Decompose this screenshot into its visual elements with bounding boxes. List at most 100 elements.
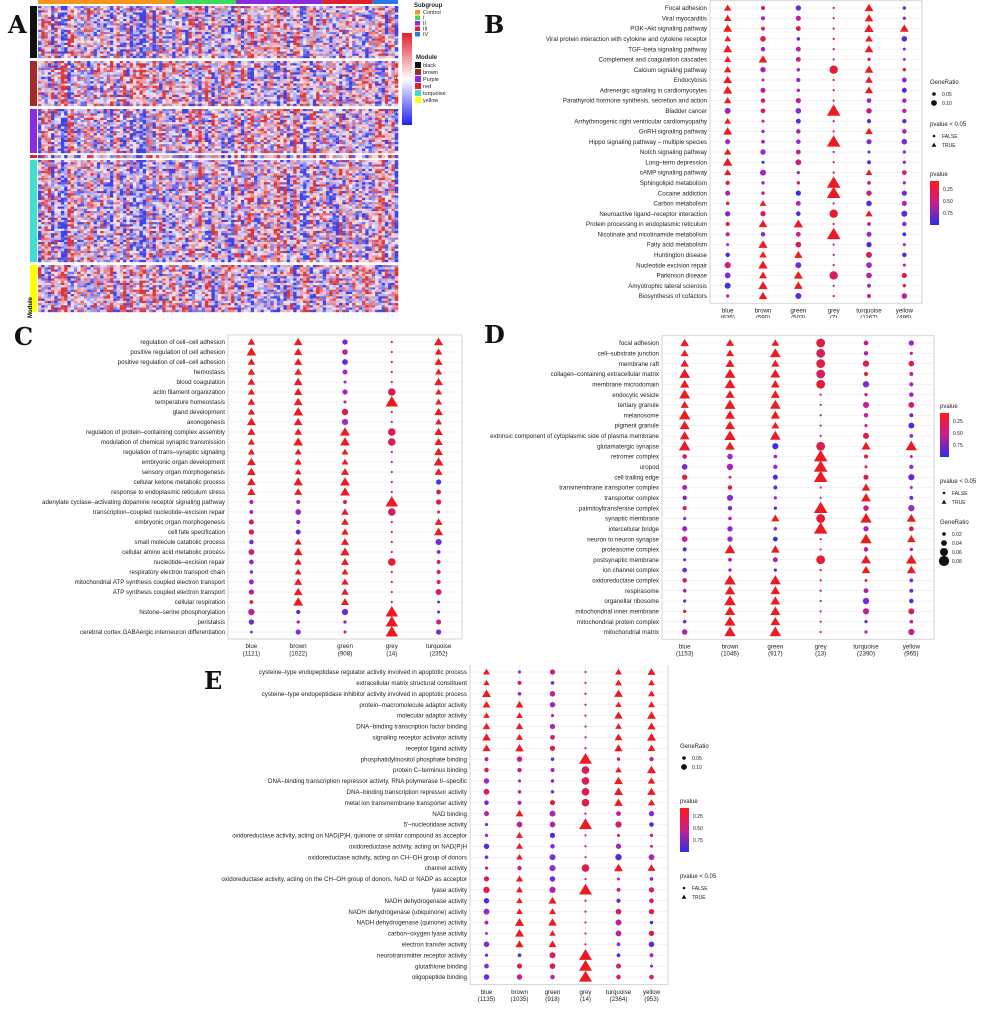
enrichment-dot-mark xyxy=(390,600,393,604)
term-label: GnRH signaling pathway xyxy=(639,129,708,136)
significant-triangle-mark xyxy=(293,337,303,346)
enrichment-dot-mark xyxy=(436,550,441,554)
term-label: focal adhesion xyxy=(619,340,659,347)
enrichment-dot-mark xyxy=(901,87,907,93)
enrichment-dot-mark xyxy=(902,160,906,164)
significant-triangle-mark xyxy=(723,44,733,53)
significant-triangle-mark xyxy=(293,437,304,446)
heatmap-color-scale xyxy=(402,33,412,125)
significant-triangle-mark xyxy=(516,712,523,718)
term-label: intercellular bridge xyxy=(608,526,659,533)
enrichment-dot-mark xyxy=(727,485,733,490)
legend-size-dot xyxy=(938,555,950,567)
legend-size-dot xyxy=(931,100,937,106)
enrichment-dot-mark xyxy=(483,788,490,795)
enrichment-dot-mark xyxy=(795,5,802,11)
enrichment-dot-mark xyxy=(681,474,688,480)
enrichment-dot-mark xyxy=(342,339,348,345)
significant-triangle-mark xyxy=(293,547,303,556)
significant-triangle-mark xyxy=(614,798,623,806)
enrichment-dot-mark xyxy=(866,251,872,258)
term-label: DNA–binding transcription factor binding xyxy=(356,724,467,731)
enrichment-dot-mark xyxy=(864,465,868,469)
column-count: (1121) xyxy=(243,650,260,657)
term-label: histone–serine phosphorylation xyxy=(139,609,225,616)
enrichment-dot-mark xyxy=(649,757,654,762)
module-legend-label: red xyxy=(423,84,431,90)
term-label: endocytic vesicle xyxy=(612,392,659,399)
enrichment-dot-mark xyxy=(760,66,766,73)
significant-triangle-mark xyxy=(770,380,780,388)
significant-triangle-mark xyxy=(864,86,874,94)
enrichment-dot-mark xyxy=(484,866,489,870)
term-label: peristalsis xyxy=(197,619,225,626)
significant-triangle-mark xyxy=(724,169,732,176)
enrichment-dot-mark xyxy=(832,202,835,205)
significant-triangle-mark xyxy=(294,368,303,375)
enrichment-dot-mark xyxy=(909,486,913,489)
enrichment-dot-mark xyxy=(727,526,733,532)
enrichment-dot-mark xyxy=(390,470,393,474)
enrichment-dot-mark xyxy=(727,505,733,511)
significant-triangle-mark xyxy=(680,349,689,357)
enrichment-dot-mark xyxy=(616,974,621,980)
enrichment-dot-mark xyxy=(390,550,393,554)
significant-triangle-mark xyxy=(385,496,399,507)
enrichment-dot-mark xyxy=(795,231,801,237)
enrichment-dot-mark xyxy=(864,424,868,428)
term-label: molecular adaptor activity xyxy=(397,713,468,720)
significant-triangle-mark xyxy=(860,554,872,564)
enrichment-dot-mark xyxy=(901,190,907,196)
significant-triangle-mark xyxy=(864,3,874,12)
column-count: (590) xyxy=(756,315,770,318)
term-label: receptor ligand activity xyxy=(405,745,467,752)
significant-triangle-mark xyxy=(860,533,872,544)
significant-triangle-mark xyxy=(794,250,803,258)
enrichment-dot-mark xyxy=(615,908,622,915)
term-label: Viral protein interaction with cytokine … xyxy=(546,36,707,43)
legend-pvalue-label: 0.25 xyxy=(953,419,963,425)
term-label: embryonic organ morphogenesis xyxy=(135,519,225,526)
significant-triangle-mark xyxy=(770,586,781,595)
significant-triangle-mark xyxy=(294,488,303,495)
enrichment-dot-mark xyxy=(773,464,778,470)
enrichment-dot-mark xyxy=(863,413,869,418)
significant-triangle-mark xyxy=(905,440,918,451)
enrichment-dot-mark xyxy=(616,833,621,837)
significant-triangle-mark xyxy=(758,271,768,279)
significant-triangle-mark xyxy=(647,668,656,675)
subgroup-legend-swatch xyxy=(415,26,420,31)
enrichment-dot-mark xyxy=(866,293,872,299)
enrichment-dot-mark xyxy=(390,570,393,574)
significant-triangle-mark xyxy=(771,421,780,429)
significant-triangle-mark xyxy=(578,883,593,895)
enrichment-dot-mark xyxy=(436,560,441,564)
enrichment-dot-mark xyxy=(681,464,688,470)
significant-triangle-mark xyxy=(813,460,828,472)
enrichment-dot-mark xyxy=(863,351,869,356)
enrichment-dot-mark xyxy=(760,211,766,217)
significant-triangle-mark xyxy=(723,75,733,84)
significant-triangle-mark xyxy=(813,522,828,534)
panel-b-kegg-dotplot: Focal adhesion Viral myocarditis PI3K–Akt … xyxy=(546,0,967,318)
enrichment-dot-mark xyxy=(760,87,766,93)
significant-triangle-mark xyxy=(770,369,781,378)
significant-triangle-mark xyxy=(647,787,656,795)
enrichment-dot-mark xyxy=(901,210,908,217)
significant-triangle-mark xyxy=(615,723,622,729)
column-label: yellow xyxy=(903,643,921,650)
enrichment-dot-mark xyxy=(909,578,914,583)
enrichment-dot-mark xyxy=(863,454,869,459)
subgroup-legend-label: Control xyxy=(423,10,441,16)
significant-triangle-mark xyxy=(770,596,781,605)
enrichment-dot-mark xyxy=(342,369,348,375)
significant-triangle-mark xyxy=(646,733,657,741)
significant-triangle-mark xyxy=(614,689,623,697)
significant-triangle-mark xyxy=(861,565,871,574)
significant-triangle-mark xyxy=(826,104,841,116)
enrichment-dot-mark xyxy=(248,579,254,585)
enrichment-dot-mark xyxy=(483,778,490,784)
enrichment-dot-mark xyxy=(761,139,765,144)
enrichment-dot-mark xyxy=(816,441,826,451)
enrichment-dot-mark xyxy=(437,610,441,614)
